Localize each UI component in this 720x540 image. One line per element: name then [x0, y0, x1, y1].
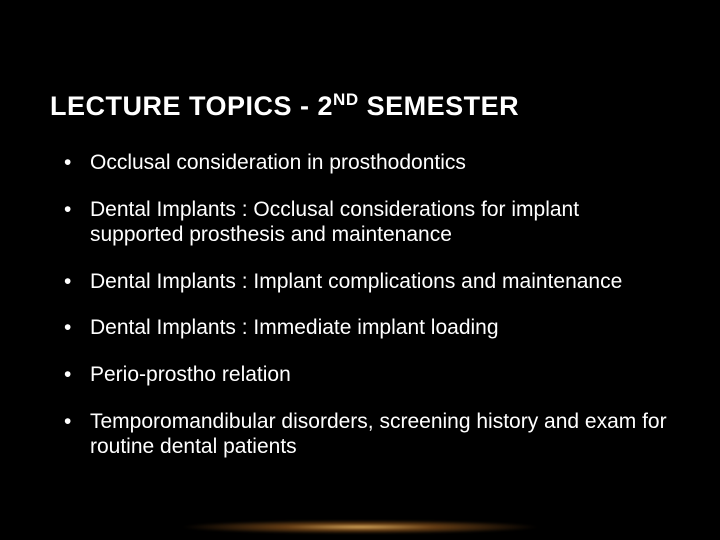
bottom-glow-decoration [180, 520, 540, 534]
slide-container: LECTURE TOPICS - 2ND SEMESTER Occlusal c… [0, 0, 720, 540]
list-item: Dental Implants : Occlusal consideration… [64, 197, 670, 248]
list-item: Occlusal consideration in prosthodontics [64, 150, 670, 176]
title-superscript: ND [333, 90, 359, 109]
list-item: Temporomandibular disorders, screening h… [64, 409, 670, 460]
title-prefix: LECTURE TOPICS - 2 [50, 91, 333, 121]
list-item: Perio-prostho relation [64, 362, 670, 388]
bullet-list: Occlusal consideration in prosthodontics… [50, 150, 670, 460]
list-item: Dental Implants : Implant complications … [64, 269, 670, 295]
slide-title: LECTURE TOPICS - 2ND SEMESTER [50, 90, 670, 122]
title-suffix: SEMESTER [359, 91, 520, 121]
list-item: Dental Implants : Immediate implant load… [64, 315, 670, 341]
